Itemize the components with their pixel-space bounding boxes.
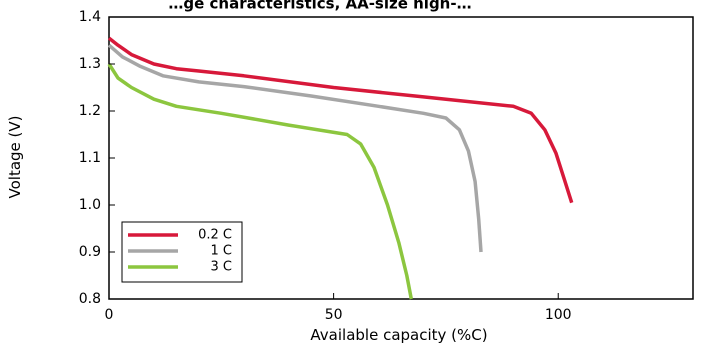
y-tick-label: 1.0 — [79, 197, 101, 213]
legend: 0.2 C1 C3 C — [121, 221, 243, 283]
y-tick-label: 1.1 — [79, 150, 101, 166]
legend-label: 0.2 C — [198, 228, 232, 243]
x-tick-label: 0 — [105, 307, 114, 323]
series-line-3-c — [107, 63, 414, 300]
legend-label: 3 C — [211, 260, 232, 275]
y-tick-label: 1.4 — [79, 9, 101, 25]
y-tick-label: 1.2 — [79, 103, 101, 119]
axes-layer: 0.8 0.9 1.0 1.1 1.2 1.3 1.4 0 50 100 — [79, 9, 572, 323]
chart-title: …ge characteristics, AA-size high-… — [168, 0, 471, 13]
y-tick-label: 0.9 — [79, 244, 101, 260]
y-axis-label: Voltage (V) — [6, 116, 24, 199]
legend-label: 1 C — [211, 244, 232, 259]
y-tick-label: 0.8 — [79, 291, 101, 307]
series-layer — [107, 36, 574, 300]
series-line-0-2-c — [107, 36, 574, 204]
y-tick-label: 1.3 — [79, 56, 101, 72]
x-tick-label: 50 — [325, 307, 343, 323]
x-axis-label: Available capacity (%C) — [310, 326, 487, 344]
series-line-1-c — [107, 43, 483, 253]
x-tick-label: 100 — [545, 307, 572, 323]
